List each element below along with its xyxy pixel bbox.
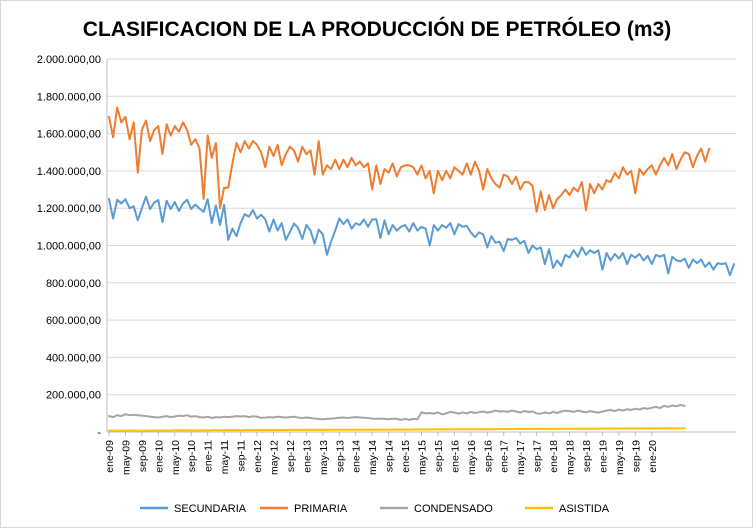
- x-tick-label: may-15: [417, 440, 429, 475]
- x-tick-label: may-13: [318, 440, 330, 475]
- y-tick-label: 600.000,00: [46, 315, 101, 327]
- x-tick-label: may-12: [268, 440, 280, 475]
- x-tick-label: sep-12: [285, 440, 297, 472]
- y-axis-tick-labels: - 200.000,00 400.000,00 600.000,00 800.000,0…: [37, 54, 102, 439]
- legend-label-secundaria: SECUNDARIA: [174, 503, 247, 515]
- y-tick-label: 1.200.000,00: [37, 203, 101, 215]
- x-tick-label: ene-14: [351, 440, 363, 473]
- x-tick-label: may-11: [219, 440, 231, 474]
- x-tick-label: ene-13: [301, 440, 313, 473]
- x-tick-label: may-09: [120, 440, 132, 475]
- x-tick-label: sep-15: [433, 440, 445, 472]
- gridlines: [107, 58, 736, 396]
- x-tick-label: may-14: [367, 440, 379, 475]
- x-tick-label: sep-10: [186, 440, 198, 472]
- y-tick-label: -: [97, 427, 101, 439]
- y-tick-label: 400.000,00: [46, 352, 101, 364]
- y-tick-label: 1.600.000,00: [37, 129, 101, 141]
- y-tick-label: 2.000.000,00: [37, 54, 101, 66]
- x-tick-label: ene-19: [597, 440, 609, 473]
- x-tick-label: ene-17: [499, 440, 511, 473]
- series-line-condensado: [108, 404, 686, 421]
- x-tick-label: sep-18: [581, 440, 593, 472]
- y-tick-label: 800.000,00: [46, 278, 101, 290]
- legend: SECUNDARIA PRIMARIA CONDENSADO ASISTIDA: [140, 503, 610, 515]
- x-tick-label: ene-20: [647, 440, 659, 473]
- y-tick-label: 1.800.000,00: [37, 91, 101, 103]
- chart-title: CLASIFICACION DE LA PRODUCCIÓN DE PETRÓL…: [83, 17, 671, 41]
- y-tick-label: 1.000.000,00: [37, 241, 101, 253]
- legend-label-asistida: ASISTIDA: [559, 503, 610, 515]
- series-lines: [108, 106, 735, 432]
- series-line-primaria: [108, 106, 711, 213]
- legend-label-condensado: CONDENSADO: [414, 503, 493, 515]
- x-tick-label: sep-17: [532, 440, 544, 472]
- x-tick-label: sep-11: [236, 440, 248, 471]
- x-tick-label: sep-09: [137, 440, 149, 472]
- x-axis-tick-labels: ene-09 may-09 sep-09 ene-10 may-10 sep-10 ene-…: [104, 432, 659, 475]
- x-tick-label: ene-09: [104, 440, 116, 473]
- x-tick-label: ene-15: [400, 440, 412, 473]
- x-tick-label: may-17: [515, 440, 527, 475]
- y-tick-label: 200.000,00: [46, 390, 101, 402]
- x-tick-label: sep-19: [630, 440, 642, 472]
- x-tick-label: sep-16: [482, 440, 494, 472]
- y-tick-label: 1.400.000,00: [37, 166, 101, 178]
- x-tick-label: ene-10: [153, 440, 165, 473]
- x-tick-label: ene-18: [548, 440, 560, 473]
- x-tick-label: ene-12: [252, 440, 264, 473]
- x-tick-label: may-18: [565, 440, 577, 475]
- x-tick-label: sep-14: [384, 440, 396, 472]
- series-line-asistida: [108, 427, 686, 432]
- legend-label-primaria: PRIMARIA: [294, 503, 348, 515]
- x-tick-label: ene-16: [449, 440, 461, 473]
- x-tick-label: may-19: [614, 440, 626, 475]
- x-tick-label: may-16: [466, 440, 478, 475]
- x-tick-label: sep-13: [334, 440, 346, 472]
- x-tick-label: ene-11: [203, 440, 215, 472]
- series-line-secundaria: [108, 195, 735, 277]
- x-tick-label: may-10: [170, 440, 182, 475]
